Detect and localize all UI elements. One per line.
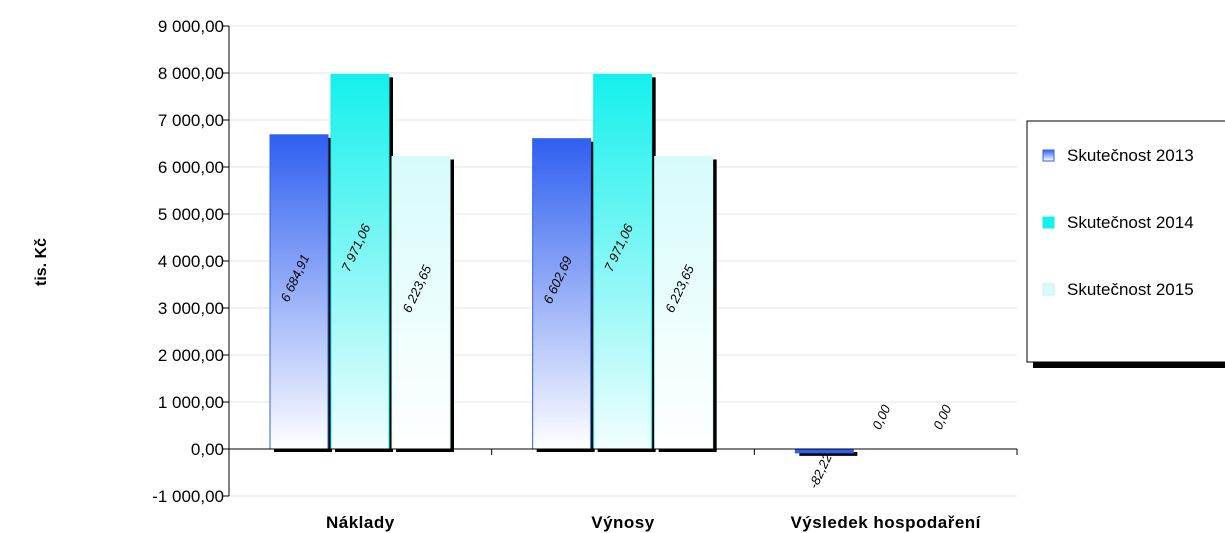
y-tick-label: 0,00 xyxy=(191,440,224,459)
bar xyxy=(269,134,329,450)
y-tick-label: 6 000,00 xyxy=(158,158,224,177)
bar xyxy=(391,155,451,450)
category-labels: Náklady Výnosy Výsledek hospodaření xyxy=(326,513,981,532)
legend-label: Skutečnost 2013 xyxy=(1067,146,1194,165)
bar xyxy=(330,73,390,450)
legend-item: Skutečnost 2014 xyxy=(1042,213,1194,232)
y-tick-label: 8 000,00 xyxy=(158,64,224,83)
bar xyxy=(532,138,592,450)
legend-item: Skutečnost 2015 xyxy=(1042,280,1194,299)
data-label: 0,00 xyxy=(930,402,955,432)
legend-item: Skutečnost 2013 xyxy=(1042,146,1194,165)
y-tick-label: -1 000,00 xyxy=(152,487,224,506)
bar xyxy=(794,448,854,454)
bar-shadow xyxy=(799,452,858,456)
bar xyxy=(654,155,714,450)
y-tick-label: 1 000,00 xyxy=(158,393,224,412)
y-tick-label: 5 000,00 xyxy=(158,205,224,224)
legend-label: Skutečnost 2015 xyxy=(1067,280,1194,299)
data-label: -82,22 xyxy=(806,450,835,490)
y-tick-label: 3 000,00 xyxy=(158,299,224,318)
data-label: 0,00 xyxy=(869,402,894,432)
y-tick-labels: -1 000,00 0,00 1 000,00 2 000,00 3 000,00 4 0… xyxy=(152,17,224,506)
bar xyxy=(593,73,653,450)
y-tick-label: 2 000,00 xyxy=(158,346,224,365)
category-label: Výnosy xyxy=(591,513,655,532)
y-tick-label: 4 000,00 xyxy=(158,252,224,271)
legend-box xyxy=(1026,120,1225,363)
legend-swatch xyxy=(1042,216,1055,229)
legend-swatch xyxy=(1042,149,1055,162)
y-axis-label: tis. Kč xyxy=(33,238,50,286)
category-label: Výsledek hospodaření xyxy=(790,513,981,532)
y-tick-label: 7 000,00 xyxy=(158,111,224,130)
legend-label: Skutečnost 2014 xyxy=(1067,213,1194,232)
legend-swatch xyxy=(1042,283,1055,296)
axes xyxy=(223,25,1018,497)
bars xyxy=(269,73,858,456)
y-tick-label: 9 000,00 xyxy=(158,17,224,36)
legend: Skutečnost 2013 Skutečnost 2014 Skutečnost… xyxy=(1026,120,1225,368)
category-label: Náklady xyxy=(326,513,395,532)
